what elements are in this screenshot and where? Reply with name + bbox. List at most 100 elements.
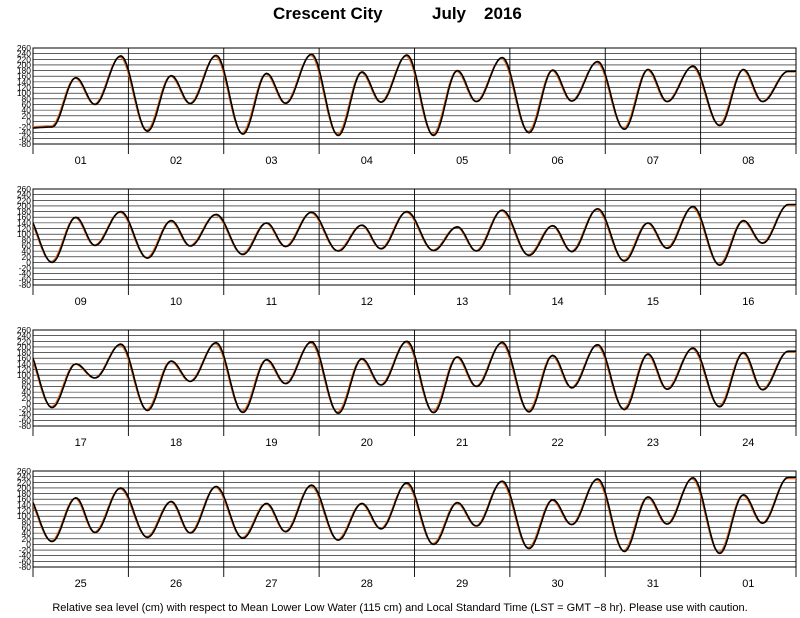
- day-label: 01: [742, 578, 754, 590]
- y-tick-label: 180: [17, 348, 31, 358]
- day-label: 28: [361, 578, 373, 590]
- y-tick-label: 40: [22, 105, 32, 115]
- station-name: Crescent City: [273, 4, 383, 23]
- day-label: 20: [361, 437, 373, 449]
- chart-title: Crescent City July 2016: [0, 4, 800, 26]
- y-tick-label: 220: [17, 54, 31, 64]
- y-tick-label: 80: [22, 235, 32, 245]
- day-label: 13: [456, 296, 468, 308]
- y-tick-label: 220: [17, 336, 31, 346]
- y-tick-label: 80: [22, 376, 32, 386]
- y-tick-label: 100: [17, 229, 31, 239]
- y-tick-label: 120: [17, 83, 31, 93]
- day-label: 12: [361, 296, 373, 308]
- day-label: 09: [75, 296, 87, 308]
- y-tick-label: 140: [17, 359, 31, 369]
- y-tick-label: 260: [17, 466, 31, 476]
- y-tick-label: -20: [19, 263, 32, 273]
- y-tick-label: 260: [17, 43, 31, 53]
- y-tick-label: 40: [22, 387, 32, 397]
- y-tick-label: -80: [19, 280, 32, 290]
- y-tick-label: 240: [17, 472, 31, 482]
- y-tick-label: 0: [26, 539, 31, 549]
- y-tick-label: 120: [17, 506, 31, 516]
- y-tick-label: 240: [17, 49, 31, 59]
- y-tick-label: 120: [17, 224, 31, 234]
- y-tick-label: -80: [19, 139, 32, 149]
- y-tick-label: 20: [22, 111, 32, 121]
- y-tick-label: 180: [17, 489, 31, 499]
- month-label: July: [432, 4, 467, 23]
- day-label: 16: [742, 296, 754, 308]
- y-tick-label: 60: [22, 240, 32, 250]
- y-tick-label: 220: [17, 195, 31, 205]
- tide-chart: -80-60-40-200204060801001201401601802002…: [17, 43, 797, 590]
- y-tick-label: 20: [22, 534, 32, 544]
- y-tick-label: 100: [17, 370, 31, 380]
- day-label: 08: [742, 155, 754, 167]
- y-tick-label: 100: [17, 511, 31, 521]
- day-label: 24: [742, 437, 754, 449]
- day-label: 26: [170, 578, 182, 590]
- y-tick-label: 180: [17, 207, 31, 217]
- day-label: 17: [75, 437, 87, 449]
- y-tick-label: -40: [19, 128, 32, 138]
- y-tick-label: 200: [17, 201, 31, 211]
- day-label: 27: [265, 578, 277, 590]
- y-tick-label: 0: [26, 116, 31, 126]
- y-tick-label: 40: [22, 246, 32, 256]
- observed-series-line: [33, 53, 796, 137]
- y-tick-label: 160: [17, 353, 31, 363]
- y-tick-label: 240: [17, 331, 31, 341]
- y-tick-label: 160: [17, 494, 31, 504]
- y-tick-label: 140: [17, 77, 31, 87]
- y-tick-label: 0: [26, 398, 31, 408]
- y-tick-label: -80: [19, 562, 32, 572]
- y-tick-label: -60: [19, 415, 32, 425]
- y-tick-label: -60: [19, 556, 32, 566]
- y-tick-label: -60: [19, 274, 32, 284]
- y-tick-label: 0: [26, 257, 31, 267]
- y-tick-label: -20: [19, 122, 32, 132]
- day-label: 07: [647, 155, 659, 167]
- day-label: 10: [170, 296, 182, 308]
- y-tick-label: 120: [17, 365, 31, 375]
- y-tick-label: -60: [19, 133, 32, 143]
- y-tick-label: 200: [17, 483, 31, 493]
- year-label: 2016: [484, 4, 522, 23]
- y-tick-label: 240: [17, 190, 31, 200]
- y-tick-label: 80: [22, 94, 32, 104]
- day-label: 31: [647, 578, 659, 590]
- y-tick-label: 60: [22, 99, 32, 109]
- y-tick-label: 160: [17, 71, 31, 81]
- y-tick-label: 260: [17, 325, 31, 335]
- observed-series-line: [33, 476, 796, 555]
- y-tick-label: -20: [19, 404, 32, 414]
- y-tick-label: 60: [22, 522, 32, 532]
- day-label: 04: [361, 155, 373, 167]
- y-tick-label: 60: [22, 381, 32, 391]
- y-tick-label: 160: [17, 212, 31, 222]
- day-label: 29: [456, 578, 468, 590]
- day-label: 23: [647, 437, 659, 449]
- y-tick-label: -80: [19, 421, 32, 431]
- day-label: 15: [647, 296, 659, 308]
- y-tick-label: 20: [22, 252, 32, 262]
- y-tick-label: 20: [22, 393, 32, 403]
- y-tick-label: -40: [19, 410, 32, 420]
- y-tick-label: 220: [17, 477, 31, 487]
- y-tick-label: -20: [19, 545, 32, 555]
- y-tick-label: -40: [19, 269, 32, 279]
- day-label: 11: [266, 296, 277, 308]
- day-label: 18: [170, 437, 182, 449]
- chart-caption: Relative sea level (cm) with respect to …: [52, 602, 748, 614]
- y-tick-label: 200: [17, 60, 31, 70]
- day-label: 30: [551, 578, 563, 590]
- day-label: 01: [75, 155, 87, 167]
- day-label: 06: [551, 155, 563, 167]
- day-label: 25: [75, 578, 87, 590]
- day-label: 21: [456, 437, 468, 449]
- y-tick-label: 40: [22, 528, 32, 538]
- observed-series-line: [33, 340, 796, 415]
- y-tick-label: 100: [17, 88, 31, 98]
